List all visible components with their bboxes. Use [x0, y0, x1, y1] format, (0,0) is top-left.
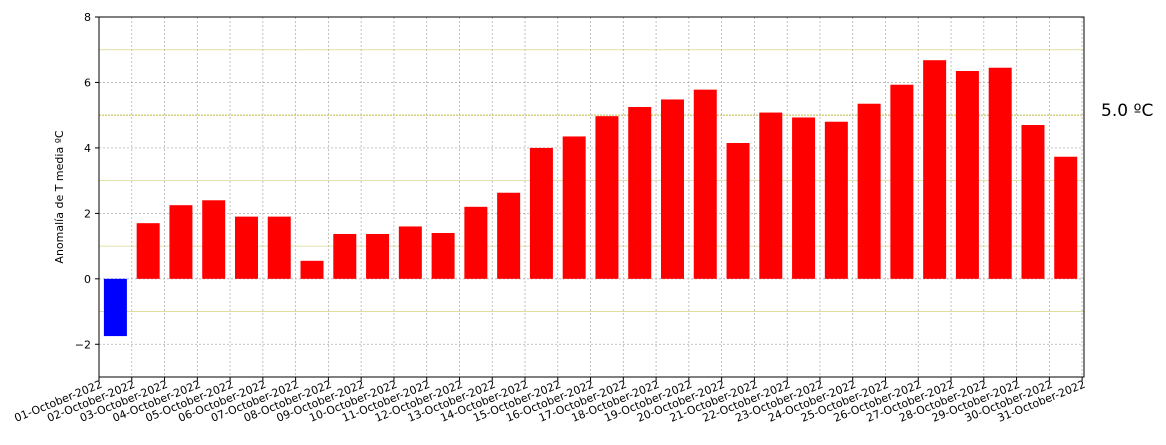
bar-20-October-2022 [726, 143, 750, 279]
bar-25-October-2022 [890, 84, 914, 279]
bar-02-October-2022 [136, 223, 160, 279]
bar-28-October-2022 [988, 67, 1012, 279]
bar-23-October-2022 [824, 121, 848, 279]
bar-03-October-2022 [169, 205, 193, 279]
y-tick-label: 2 [84, 207, 91, 220]
bar-27-October-2022 [955, 71, 979, 279]
y-axis-label: Anomalía de T media ºC [53, 130, 66, 263]
bar-04-October-2022 [202, 200, 226, 279]
bar-08-October-2022 [333, 233, 357, 279]
bar-01-October-2022 [103, 278, 127, 337]
bar-13-October-2022 [497, 192, 521, 279]
bar-09-October-2022 [366, 233, 390, 279]
bar-22-October-2022 [792, 117, 816, 279]
bar-19-October-2022 [693, 89, 717, 279]
bars [103, 60, 1078, 337]
y-tick-label: 4 [84, 142, 91, 155]
bar-26-October-2022 [923, 60, 947, 279]
y-ticks: −2 0 2 4 6 8 [75, 11, 99, 351]
reference-lines [99, 49, 1084, 312]
bar-21-October-2022 [759, 112, 783, 279]
bar-16-October-2022 [595, 116, 619, 279]
bar-10-October-2022 [398, 226, 422, 279]
bar-30-October-2022 [1054, 156, 1078, 279]
bar-07-October-2022 [300, 260, 324, 279]
plot-frame [98, 16, 1085, 378]
bar-17-October-2022 [628, 107, 652, 279]
bar-15-October-2022 [562, 136, 586, 279]
y-tick-label: 8 [84, 11, 91, 24]
reference-value-label: 5.0 ºC [1101, 101, 1153, 121]
x-ticks: 01-October-202202-October-202203-October… [13, 377, 1087, 425]
y-tick-label: 0 [84, 273, 91, 286]
y-tick-label: 6 [84, 76, 91, 89]
bar-14-October-2022 [529, 147, 553, 279]
y-tick-label: −2 [75, 338, 91, 351]
bar-11-October-2022 [431, 233, 455, 279]
bar-24-October-2022 [857, 103, 881, 279]
bar-18-October-2022 [660, 99, 684, 279]
bar-12-October-2022 [464, 206, 488, 279]
bar-29-October-2022 [1021, 125, 1045, 279]
bar-05-October-2022 [234, 216, 258, 279]
grid [98, 16, 1084, 377]
bar-06-October-2022 [267, 216, 291, 279]
